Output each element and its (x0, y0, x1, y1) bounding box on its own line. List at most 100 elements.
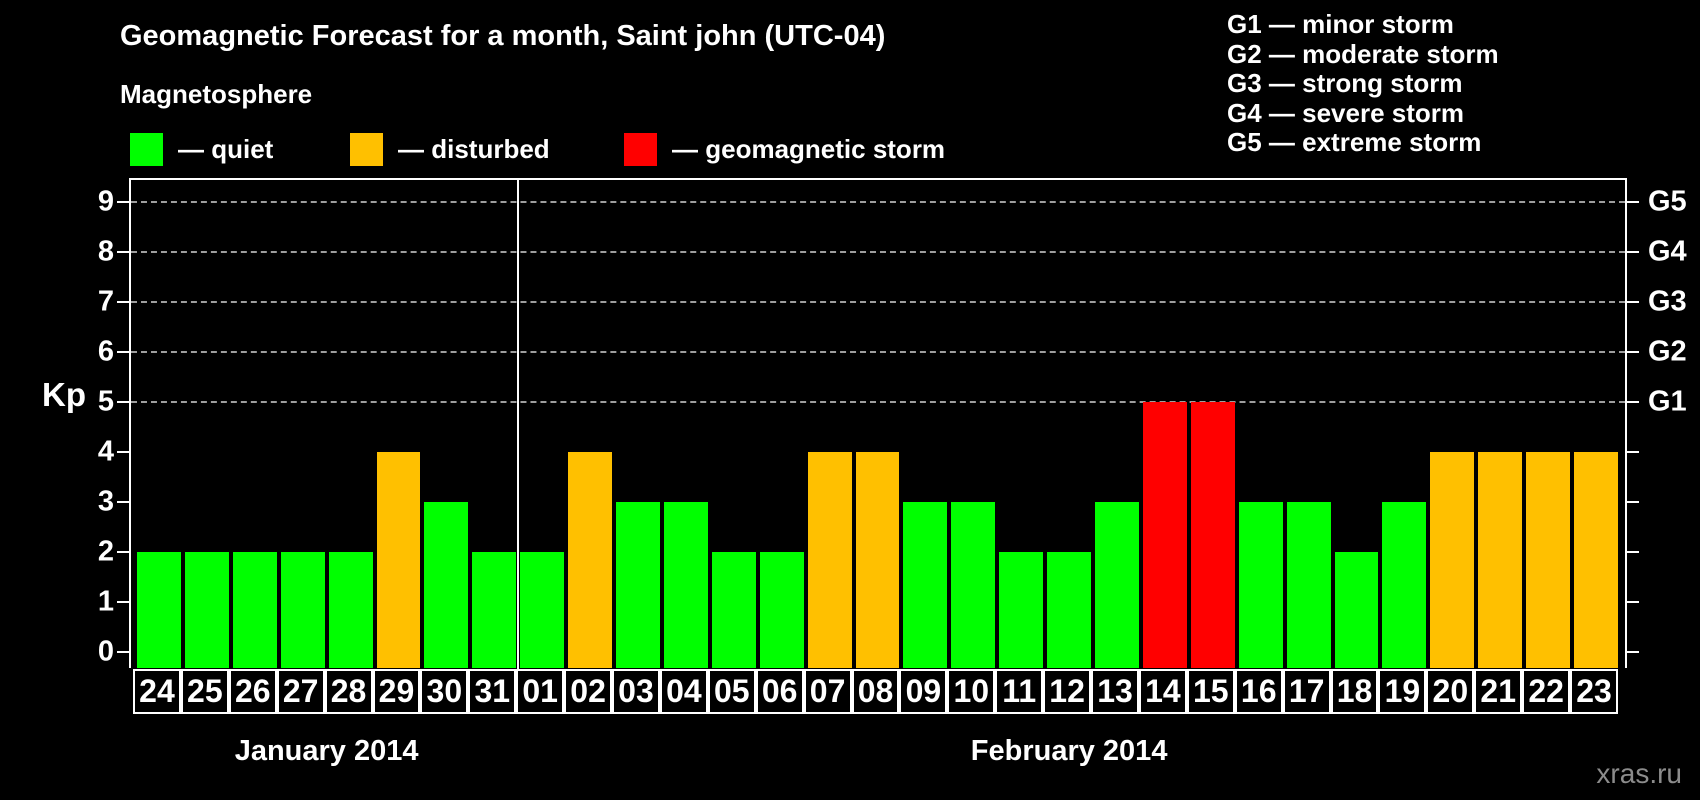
gridline-kp9 (131, 201, 1625, 203)
g5-legend-line: G5 — extreme storm (1227, 127, 1482, 157)
day-label: 30 (420, 669, 469, 714)
right-axis-tick (1625, 351, 1639, 353)
g-axis-label-g4: G4 (1648, 235, 1687, 268)
left-axis-tick (117, 651, 131, 653)
g2-legend-line: G2 — moderate storm (1227, 38, 1499, 69)
left-axis-tick (117, 551, 131, 553)
day-label: 05 (707, 669, 756, 714)
gridline-kp7 (131, 301, 1625, 303)
kp-bar-day-04 (663, 502, 708, 668)
chart-title: Geomagnetic Forecast for a month, Saint … (120, 20, 886, 52)
kp-tick-label: 1 (97, 585, 114, 618)
g1-legend-line: G1 — minor storm (1227, 9, 1454, 39)
day-label: 25 (180, 669, 229, 714)
kp-tick-label: 9 (97, 185, 114, 218)
day-label: 11 (995, 669, 1044, 714)
kp-bar-day-15 (1190, 402, 1235, 668)
day-label: 06 (755, 669, 804, 714)
left-axis-tick (117, 401, 131, 403)
kp-bar-day-18 (1334, 552, 1379, 668)
day-label: 22 (1522, 669, 1571, 714)
xras-watermark: xras.ru (1596, 758, 1682, 789)
day-label: 31 (468, 669, 517, 714)
kp-bar-day-19 (1382, 502, 1427, 668)
day-label: 02 (564, 669, 613, 714)
day-label: 07 (803, 669, 852, 714)
kp-bar-day-11 (999, 552, 1044, 668)
day-label: 26 (228, 669, 277, 714)
g-axis-label-g1: G1 (1648, 385, 1687, 418)
day-label: 01 (516, 669, 565, 714)
left-axis-tick (117, 601, 131, 603)
day-label: 04 (659, 669, 708, 714)
g-axis-label-g5: G5 (1648, 185, 1687, 218)
month-label: February 2014 (970, 735, 1168, 767)
right-axis-tick (1625, 651, 1639, 653)
disturbed-swatch-icon (350, 132, 383, 166)
left-axis-tick (117, 351, 131, 353)
left-axis-tick (117, 501, 131, 503)
kp-bar-day-07 (807, 452, 852, 668)
legend-label-storm: — geomagnetic storm (672, 133, 946, 164)
kp-bar-day-27 (280, 552, 325, 668)
day-label: 23 (1570, 669, 1618, 714)
g-axis-label-g3: G3 (1648, 285, 1687, 318)
right-axis-tick (1625, 201, 1639, 203)
kp-bar-day-02 (568, 452, 613, 668)
kp-tick-label: 2 (97, 535, 114, 568)
g4-legend-line: G4 — severe storm (1227, 97, 1465, 128)
storm-swatch-icon (624, 132, 657, 166)
kp-bar-day-01 (520, 552, 565, 668)
kp-bar-day-14 (1142, 402, 1187, 668)
gridline-kp5 (131, 401, 1625, 403)
day-label: 28 (324, 669, 373, 714)
kp-bar-day-03 (616, 502, 660, 668)
day-label: 09 (899, 669, 948, 714)
day-label: 14 (1138, 669, 1187, 714)
right-axis-tick (1625, 451, 1639, 453)
day-label: 21 (1474, 669, 1523, 714)
day-label: 17 (1282, 669, 1331, 714)
right-axis-tick (1625, 501, 1639, 503)
kp-bar-day-26 (232, 552, 277, 668)
g-scale-legend: G1 — minor storm G2 — moderate storm G3 … (1227, 9, 1499, 158)
kp-tick-label: 8 (97, 235, 114, 268)
right-axis-tick (1625, 601, 1639, 603)
day-label: 16 (1234, 669, 1283, 714)
left-axis-tick (117, 301, 131, 303)
legend-label-quiet: — quiet (178, 133, 274, 164)
legend-item-disturbed: — disturbed (350, 131, 550, 167)
legend-item-quiet: — quiet (130, 131, 273, 167)
g3-legend-line: G3 — strong storm (1227, 68, 1463, 98)
day-label: 13 (1091, 669, 1139, 714)
kp-tick-label: 4 (97, 435, 114, 468)
kp-bar-day-29 (376, 452, 421, 668)
kp-tick-label: 6 (97, 335, 114, 368)
kp-bar-day-28 (328, 552, 373, 668)
day-label: 18 (1330, 669, 1379, 714)
kp-tick-label: 3 (97, 485, 114, 518)
kp-tick-label: 0 (97, 635, 114, 668)
kp-tick-label: 5 (97, 385, 114, 418)
kp-bar-day-09 (903, 502, 948, 668)
kp-tick-label: 7 (97, 285, 114, 318)
kp-bar-day-12 (1047, 552, 1092, 668)
kp-axis-title: Kp (42, 376, 86, 413)
day-label: 24 (133, 669, 181, 714)
kp-bar-day-13 (1095, 502, 1139, 668)
kp-bar-day-21 (1478, 452, 1523, 668)
kp-bar-day-24 (137, 552, 181, 668)
left-axis-tick (117, 451, 131, 453)
kp-bar-day-05 (711, 552, 756, 668)
day-label: 19 (1378, 669, 1427, 714)
right-axis-tick (1625, 551, 1639, 553)
kp-bar-day-20 (1430, 452, 1475, 668)
day-label: 12 (1043, 669, 1092, 714)
day-label: 27 (276, 669, 325, 714)
kp-bar-day-30 (424, 502, 469, 668)
right-axis-tick (1625, 251, 1639, 253)
gridline-kp6 (131, 351, 1625, 353)
day-label: 10 (947, 669, 996, 714)
kp-bar-day-23 (1574, 452, 1618, 668)
kp-bar-day-08 (855, 452, 900, 668)
